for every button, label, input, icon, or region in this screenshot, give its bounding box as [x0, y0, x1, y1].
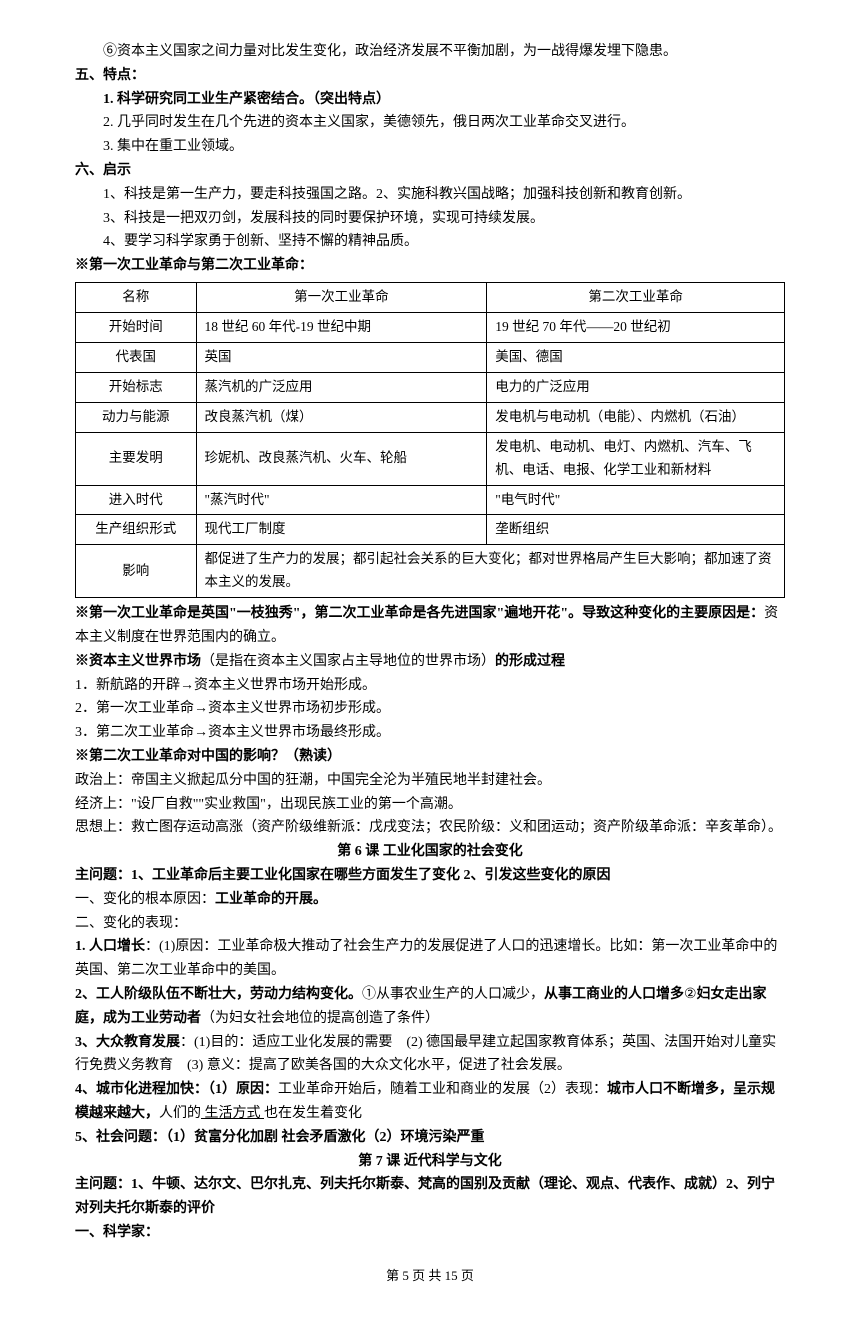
header-cell: 名称 [76, 282, 197, 312]
china-item: 思想上：救亡图存运动高涨（资产阶级维新派：戊戌变法；农民阶级：义和团运动；资产阶… [75, 816, 785, 840]
sec6-item3: 4、要学习科学家勇于创新、坚持不懈的精神品质。 [75, 230, 785, 254]
manifest-item: 4、城市化进程加快：（1）原因：工业革命开始后，随着工业和商业的发展（2）表现：… [75, 1078, 785, 1126]
table-impact-row: 影响 都促进了生产力的发展；都引起社会关系的巨大变化；都对世界格局产生巨大影响；… [76, 545, 785, 598]
table-cell: 代表国 [76, 342, 197, 372]
table-cell: 蒸汽机的广泛应用 [196, 372, 487, 402]
lesson6-title: 第 6 课 工业化国家的社会变化 [75, 840, 785, 864]
header-cell: 第二次工业革命 [487, 282, 785, 312]
manifest-item: 5、社会问题：（1）贫富分化加剧 社会矛盾激化（2）环境污染严重 [75, 1126, 785, 1150]
table-cell: 开始时间 [76, 312, 197, 342]
table-cell: 18 世纪 60 年代-19 世纪中期 [196, 312, 487, 342]
table-cell: 生产组织形式 [76, 515, 197, 545]
manifest-item: 1. 人口增长：(1)原因：工业革命极大推动了社会生产力的发展促进了人口的迅速增… [75, 935, 785, 983]
para1-bold: ※第一次工业革命是英国"一枝独秀"，第二次工业革命是各先进国家"遍地开花"。导致… [75, 606, 764, 621]
table-row: 生产组织形式 现代工厂制度 垄断组织 [76, 515, 785, 545]
table-cell: 动力与能源 [76, 402, 197, 432]
table-cell: 英国 [196, 342, 487, 372]
para2-mid: （是指在资本主义国家占主导地位的世界市场） [201, 654, 495, 669]
china-item: 经济上："设厂自救""实业救国"，出现民族工业的第一个高潮。 [75, 793, 785, 817]
m2-text2: ② [684, 987, 697, 1002]
lesson6-question: 主问题：1、工业革命后主要工业化国家在哪些方面发生了变化 2、引发这些变化的原因 [75, 864, 785, 888]
header-cell: 第一次工业革命 [196, 282, 487, 312]
table-cell: 改良蒸汽机（煤） [196, 402, 487, 432]
table-cell: 主要发明 [76, 432, 197, 485]
para2-prefix: ※资本主义世界市场 [75, 654, 201, 669]
section5-heading: 五、特点： [75, 64, 785, 88]
table-cell: 发电机与电动机（电能）、内燃机（石油） [487, 402, 785, 432]
m1-bold: 1. 人口增长 [75, 939, 145, 954]
table-cell: 垄断组织 [487, 515, 785, 545]
m1-text: ：(1)原因：工业革命极大推动了社会生产力的发展促进了人口的迅速增长。比如：第一… [75, 939, 777, 978]
cause-line: 一、变化的根本原因：工业革命的开展。 [75, 888, 785, 912]
m4-bold1: 4、城市化进程加快：（1）原因： [75, 1082, 278, 1097]
section6-heading: 六、启示 [75, 159, 785, 183]
table-cell: 19 世纪 70 年代——20 世纪初 [487, 312, 785, 342]
m4-text1: 工业革命开始后，随着工业和商业的发展（2）表现： [278, 1082, 607, 1097]
para2: ※资本主义世界市场（是指在资本主义国家占主导地位的世界市场）的形成过程 [75, 650, 785, 674]
china-title: ※第二次工业革命对中国的影响？（熟读） [75, 745, 785, 769]
market-item: 2．第一次工业革命→资本主义世界市场初步形成。 [75, 697, 785, 721]
comparison-table: 名称 第一次工业革命 第二次工业革命 开始时间 18 世纪 60 年代-19 世… [75, 282, 785, 598]
cause-bold: 工业革命的开展。 [215, 892, 327, 907]
sec5-item2: 2. 几乎同时发生在几个先进的资本主义国家，美德领先，俄日两次工业革命交叉进行。 [75, 111, 785, 135]
m3-text: ：(1)目的：适应工业化发展的需要 (2) 德国最早建立起国家教育体系；英国、法… [75, 1035, 776, 1074]
para2-suffix: 的形成过程 [495, 654, 565, 669]
para1: ※第一次工业革命是英国"一枝独秀"，第二次工业革命是各先进国家"遍地开花"。导致… [75, 602, 785, 650]
manifest-title: 二、变化的表现： [75, 912, 785, 936]
table-cell: 都促进了生产力的发展；都引起社会关系的巨大变化；都对世界格局产生巨大影响；都加速… [196, 545, 784, 598]
sec6-item1: 1、科技是第一生产力，要走科技强国之路。2、实施科教兴国战略；加强科技创新和教育… [75, 183, 785, 207]
table-row: 主要发明 珍妮机、改良蒸汽机、火车、轮船 发电机、电动机、电灯、内燃机、汽车、飞… [76, 432, 785, 485]
table-row: 进入时代 "蒸汽时代" "电气时代" [76, 485, 785, 515]
china-item: 政治上：帝国主义掀起瓜分中国的狂潮，中国完全沦为半殖民地半封建社会。 [75, 769, 785, 793]
table-cell: "蒸汽时代" [196, 485, 487, 515]
table-cell: 电力的广泛应用 [487, 372, 785, 402]
m4-text3: 也在发生着变化 [264, 1106, 362, 1121]
cause-prefix: 一、变化的根本原因： [75, 892, 215, 907]
table-cell: 现代工厂制度 [196, 515, 487, 545]
scientist-heading: 一、科学家： [75, 1221, 785, 1245]
table-title: ※第一次工业革命与第二次工业革命： [75, 254, 785, 278]
table-cell: 珍妮机、改良蒸汽机、火车、轮船 [196, 432, 487, 485]
lesson7-question: 主问题：1、牛顿、达尔文、巴尔扎克、列夫托尔斯泰、梵高的国别及贡献（理论、观点、… [75, 1173, 785, 1221]
market-item: 3．第二次工业革命→资本主义世界市场最终形成。 [75, 721, 785, 745]
sec6-item2: 3、科技是一把双刃剑，发展科技的同时要保护环境，实现可持续发展。 [75, 207, 785, 231]
lesson7-title: 第 7 课 近代科学与文化 [75, 1150, 785, 1174]
sec5-item3: 3. 集中在重工业领域。 [75, 135, 785, 159]
manifest-item: 3、大众教育发展：(1)目的：适应工业化发展的需要 (2) 德国最早建立起国家教… [75, 1031, 785, 1079]
m2-text1: ①从事农业生产的人口减少， [362, 987, 544, 1002]
intro-line: ⑥资本主义国家之间力量对比发生变化，政治经济发展不平衡加剧，为一战得爆发埋下隐患… [75, 40, 785, 64]
table-row: 代表国 英国 美国、德国 [76, 342, 785, 372]
table-cell: 发电机、电动机、电灯、内燃机、汽车、飞机、电话、电报、化学工业和新材料 [487, 432, 785, 485]
table-row: 开始时间 18 世纪 60 年代-19 世纪中期 19 世纪 70 年代——20… [76, 312, 785, 342]
table-cell: 进入时代 [76, 485, 197, 515]
table-cell: "电气时代" [487, 485, 785, 515]
m2-text3: （为妇女社会地位的提高创造了条件） [201, 1011, 439, 1026]
m3-bold: 3、大众教育发展 [75, 1035, 180, 1050]
page-footer: 第 5 页 共 15 页 [75, 1265, 785, 1287]
table-cell: 影响 [76, 545, 197, 598]
table-cell: 美国、德国 [487, 342, 785, 372]
m4-underline: 生活方式 [201, 1106, 264, 1121]
table-row: 开始标志 蒸汽机的广泛应用 电力的广泛应用 [76, 372, 785, 402]
table-row: 动力与能源 改良蒸汽机（煤） 发电机与电动机（电能）、内燃机（石油） [76, 402, 785, 432]
m2-bold2: 从事工商业的人口增多 [544, 987, 684, 1002]
market-item: 1．新航路的开辟→资本主义世界市场开始形成。 [75, 674, 785, 698]
sec5-item1: 1. 科学研究同工业生产紧密结合。（突出特点） [75, 88, 785, 112]
m2-bold1: 2、工人阶级队伍不断壮大，劳动力结构变化。 [75, 987, 362, 1002]
manifest-item: 2、工人阶级队伍不断壮大，劳动力结构变化。①从事农业生产的人口减少，从事工商业的… [75, 983, 785, 1031]
table-cell: 开始标志 [76, 372, 197, 402]
m4-text2: 人们的 [159, 1106, 201, 1121]
table-header-row: 名称 第一次工业革命 第二次工业革命 [76, 282, 785, 312]
